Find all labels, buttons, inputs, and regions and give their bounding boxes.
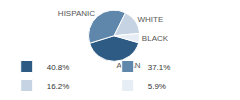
svg-text:WHITE: WHITE	[137, 15, 163, 24]
svg-text:ASIAN: ASIAN	[116, 61, 141, 71]
svg-text:5.9%: 5.9%	[148, 82, 166, 91]
svg-text:HISPANIC: HISPANIC	[58, 9, 95, 18]
svg-text:BLACK: BLACK	[142, 34, 169, 43]
svg-text:40.8%: 40.8%	[47, 63, 70, 72]
svg-text:37.1%: 37.1%	[148, 63, 171, 72]
svg-text:16.2%: 16.2%	[47, 82, 70, 91]
